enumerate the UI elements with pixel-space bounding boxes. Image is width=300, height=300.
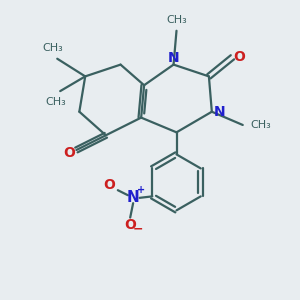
Text: O: O bbox=[63, 146, 75, 160]
Text: N: N bbox=[213, 105, 225, 119]
Text: O: O bbox=[103, 178, 115, 192]
Text: CH₃: CH₃ bbox=[43, 43, 63, 53]
Text: O: O bbox=[233, 50, 245, 64]
Text: CH₃: CH₃ bbox=[45, 97, 66, 107]
Text: CH₃: CH₃ bbox=[250, 120, 271, 130]
Text: N: N bbox=[127, 190, 140, 205]
Text: −: − bbox=[133, 223, 144, 236]
Text: N: N bbox=[168, 51, 179, 65]
Text: CH₃: CH₃ bbox=[166, 15, 187, 25]
Text: +: + bbox=[137, 184, 146, 195]
Text: O: O bbox=[124, 218, 136, 232]
